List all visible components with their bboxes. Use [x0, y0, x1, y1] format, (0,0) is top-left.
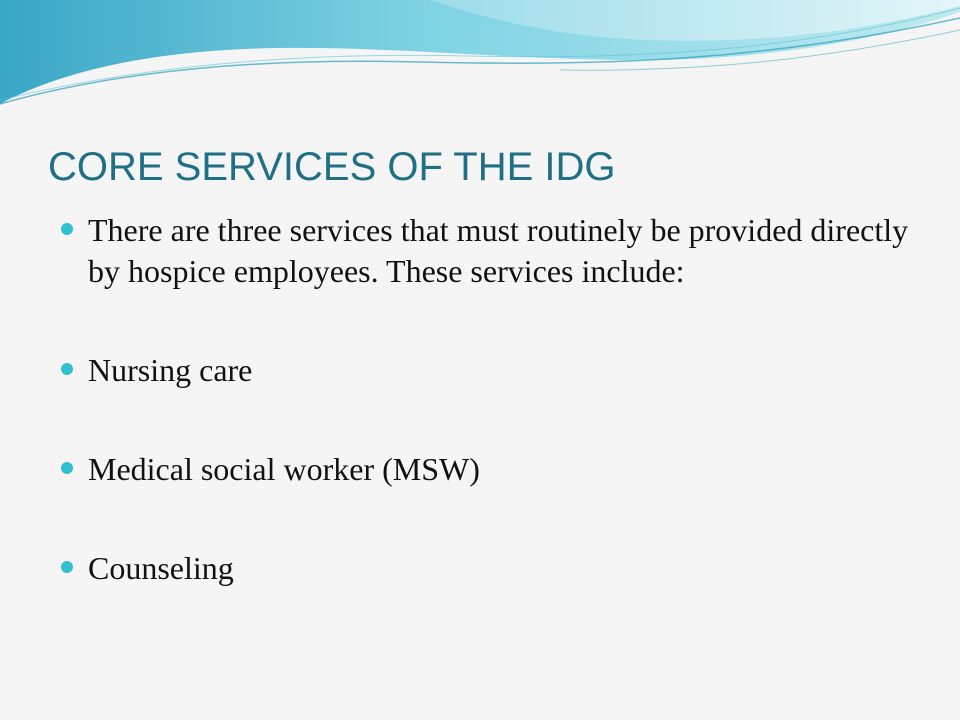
- header-wave-decoration: [0, 0, 960, 105]
- slide-title: CORE SERVICES OF THE IDG: [48, 145, 616, 189]
- bullet-item: There are three services that must routi…: [60, 210, 930, 292]
- bullet-text: Counseling: [88, 550, 234, 586]
- bullet-list: There are three services that must routi…: [60, 210, 930, 589]
- bullet-dot-icon: [61, 223, 73, 235]
- bullet-item: Nursing care: [60, 350, 930, 391]
- bullet-dot-icon: [61, 561, 73, 573]
- bullet-item: Medical social worker (MSW): [60, 449, 930, 490]
- bullet-dot-icon: [61, 462, 73, 474]
- bullet-dot-icon: [61, 363, 73, 375]
- bullet-text: Medical social worker (MSW): [88, 451, 480, 487]
- bullet-item: Counseling: [60, 548, 930, 589]
- bullet-text: Nursing care: [88, 352, 253, 388]
- bullet-text: There are three services that must routi…: [88, 212, 909, 289]
